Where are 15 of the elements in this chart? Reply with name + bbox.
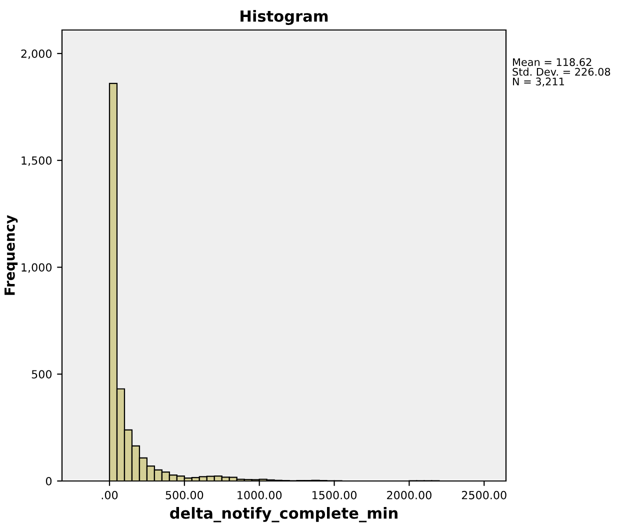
x-axis-title: delta_notify_complete_min — [170, 507, 398, 522]
y-tick-label: 1,000 — [22, 263, 52, 273]
x-tick-label: 2000.00 — [387, 490, 432, 500]
x-tick-label: 1000.00 — [238, 490, 282, 500]
x-tick-label: 500.00 — [166, 490, 204, 500]
y-tick-label: 500 — [32, 370, 52, 379]
y-axis-title: Frequency — [4, 215, 18, 295]
y-tick-label: 1,500 — [22, 156, 52, 166]
text: Mean = 118.62 Std. Dev. = 226.08 N = 3,211 — [512, 58, 610, 86]
x-tick-label: 2500.00 — [462, 490, 506, 500]
x-tick-label: .00 — [102, 490, 118, 500]
y-tick-label: 2,000 — [21, 49, 52, 60]
chart-title: Histogram — [240, 10, 328, 25]
y-tick-label: 0 — [46, 476, 52, 486]
x-tick-label: 1500.00 — [312, 490, 357, 500]
